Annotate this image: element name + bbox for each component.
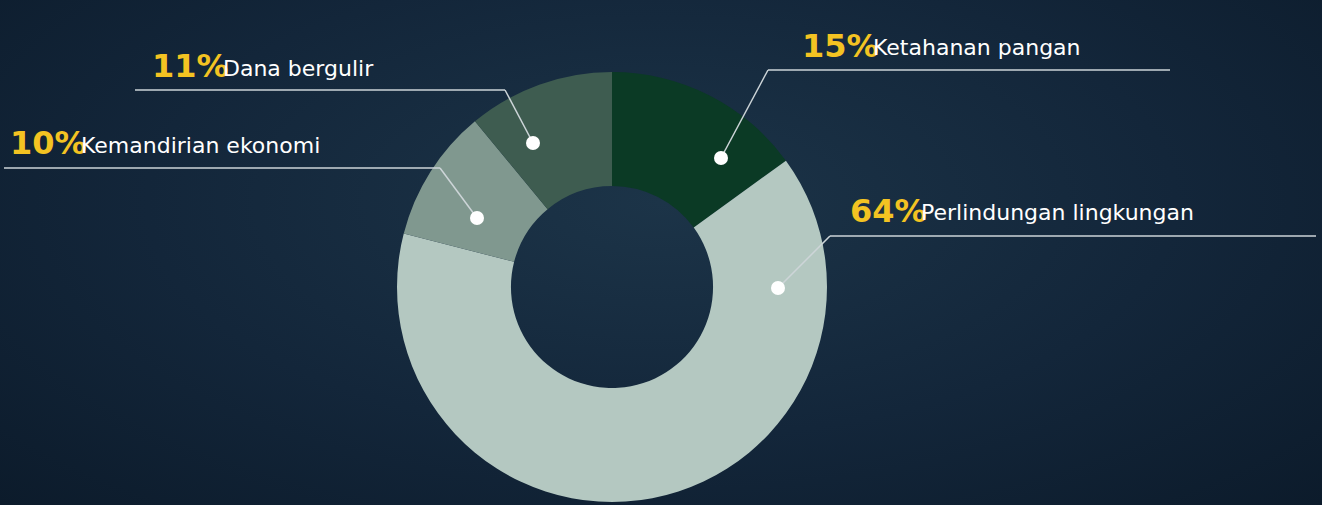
svg-text:Dana bergulir: Dana bergulir [223, 56, 374, 81]
svg-text:15%: 15% [802, 27, 879, 65]
svg-text:10%: 10% [10, 124, 87, 162]
svg-text:Kemandirian ekonomi: Kemandirian ekonomi [81, 133, 320, 158]
svg-text:Ketahanan pangan: Ketahanan pangan [873, 35, 1081, 60]
svg-text:Perlindungan lingkungan: Perlindungan lingkungan [921, 200, 1194, 225]
svg-text:64%: 64% [850, 192, 927, 230]
svg-text:11%: 11% [152, 47, 229, 85]
